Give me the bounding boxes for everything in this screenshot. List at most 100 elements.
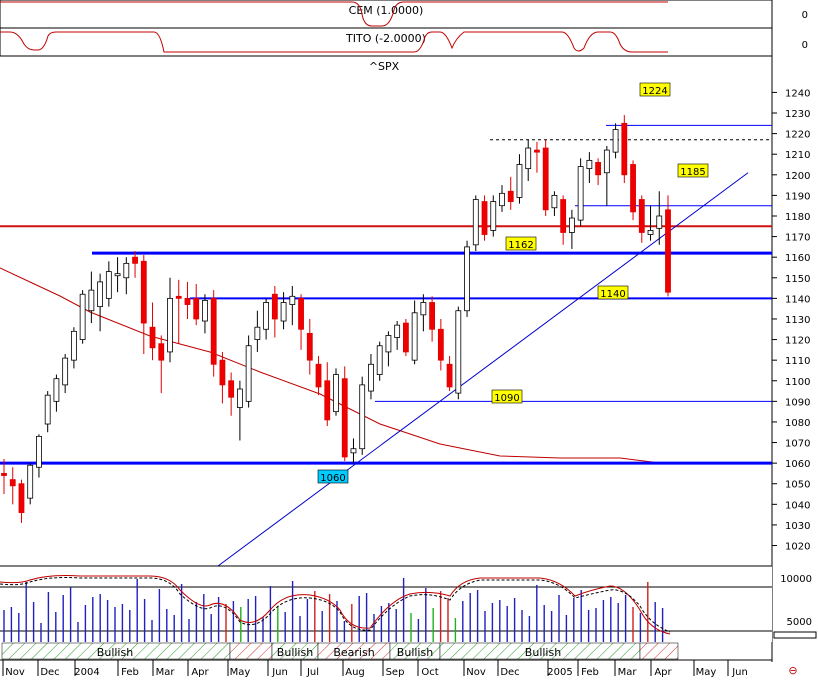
candle — [140, 255, 147, 354]
level-label-1162: 1162 — [508, 240, 533, 251]
x-tick-label: Nov — [466, 667, 486, 678]
candle — [638, 195, 645, 243]
candle-body — [595, 162, 602, 176]
candle — [499, 185, 505, 212]
x-tick-label: Jun — [271, 667, 288, 678]
candle-body — [271, 293, 278, 320]
candle-body — [263, 302, 270, 330]
y-tick-label: 1110 — [785, 356, 810, 367]
y-tick-label: 1200 — [785, 171, 810, 182]
candle-body — [70, 330, 77, 361]
candle-body — [114, 273, 121, 277]
ma-path — [0, 267, 669, 465]
candle — [184, 281, 191, 319]
candle-body — [376, 345, 383, 375]
candle — [394, 321, 401, 350]
candle-body — [149, 326, 156, 349]
candle — [350, 438, 357, 464]
y-tick-label: 1020 — [785, 542, 810, 553]
candle-body — [551, 194, 558, 209]
candle — [306, 318, 313, 375]
candle-body — [289, 295, 296, 305]
candle — [411, 300, 418, 365]
candle — [132, 251, 138, 278]
candle — [114, 257, 121, 293]
band-label-4: Bullish — [397, 646, 433, 659]
candle-body — [1, 473, 7, 476]
settings-icon[interactable]: ⊖ — [788, 664, 797, 677]
candle — [245, 335, 252, 408]
candle-body — [446, 363, 453, 388]
candle-body — [394, 324, 401, 338]
y-tick-label: 1130 — [785, 315, 810, 326]
x-tick-label: 2005 — [547, 667, 572, 678]
cem-value: 0 — [802, 10, 808, 21]
candle-body — [612, 129, 619, 153]
candle-body — [167, 297, 173, 353]
candle-body — [88, 289, 95, 312]
candle-body — [603, 149, 610, 174]
candle — [1, 459, 7, 495]
x-tick-label: Jul — [306, 667, 319, 678]
candle — [79, 290, 86, 344]
candle — [490, 195, 497, 237]
candle — [289, 286, 296, 326]
candle-body — [53, 378, 60, 402]
candle — [202, 294, 208, 334]
candle-body — [97, 281, 104, 308]
candle-body — [158, 343, 165, 361]
candle — [595, 158, 602, 186]
x-tick-label: Sep — [386, 667, 405, 678]
candle-body — [18, 483, 25, 513]
x-tick-label: Mar — [156, 667, 176, 678]
candle — [44, 391, 51, 433]
x-tick-label: Feb — [581, 667, 599, 678]
y-tick-label: 1090 — [785, 397, 810, 408]
candle-body — [577, 166, 584, 221]
band-label-3: Bearish — [333, 646, 374, 659]
candle — [455, 306, 462, 400]
y-tick-label: 1190 — [785, 191, 810, 202]
y-tick-label: 1220 — [785, 130, 810, 141]
candle — [254, 310, 261, 352]
candle — [534, 141, 540, 173]
x-tick-label: Dec — [500, 667, 519, 678]
y-tick-label: 1150 — [785, 274, 810, 285]
candle — [647, 205, 654, 241]
candle — [175, 279, 182, 344]
candle — [560, 195, 567, 245]
candle — [621, 115, 628, 184]
candle — [568, 209, 575, 249]
candle-body — [254, 326, 261, 340]
tito-panel: TITO (-2.0000) — [0, 27, 773, 57]
candle — [210, 290, 217, 377]
candle-body — [105, 271, 112, 299]
candle — [70, 327, 77, 369]
candle-body — [62, 357, 69, 386]
candle-body — [411, 312, 418, 361]
candle — [385, 331, 392, 367]
candle — [36, 434, 42, 478]
candle-body — [499, 192, 505, 207]
candle-body — [542, 147, 549, 211]
candle-body — [123, 262, 130, 279]
y-tick-label: 1060 — [785, 459, 810, 470]
y-tick-label: 1160 — [785, 253, 810, 264]
candle — [193, 283, 200, 326]
candle — [603, 145, 610, 206]
level-label-box — [505, 236, 537, 251]
candle-body — [455, 310, 462, 394]
band-label-1: Bullish — [97, 646, 133, 659]
price-axis: 1020 1030 1040 1050 1060 1070 1080 1090 1100 1110… — [772, 88, 810, 553]
candle — [507, 176, 514, 210]
candle — [525, 139, 532, 181]
candle — [123, 257, 130, 295]
candle-body — [568, 217, 575, 233]
candle-body — [516, 164, 523, 198]
candle — [665, 195, 671, 297]
candle-body — [638, 199, 645, 233]
volume-tick-high: 10000 — [780, 574, 812, 585]
candle-body — [359, 384, 366, 450]
candle — [472, 195, 479, 252]
